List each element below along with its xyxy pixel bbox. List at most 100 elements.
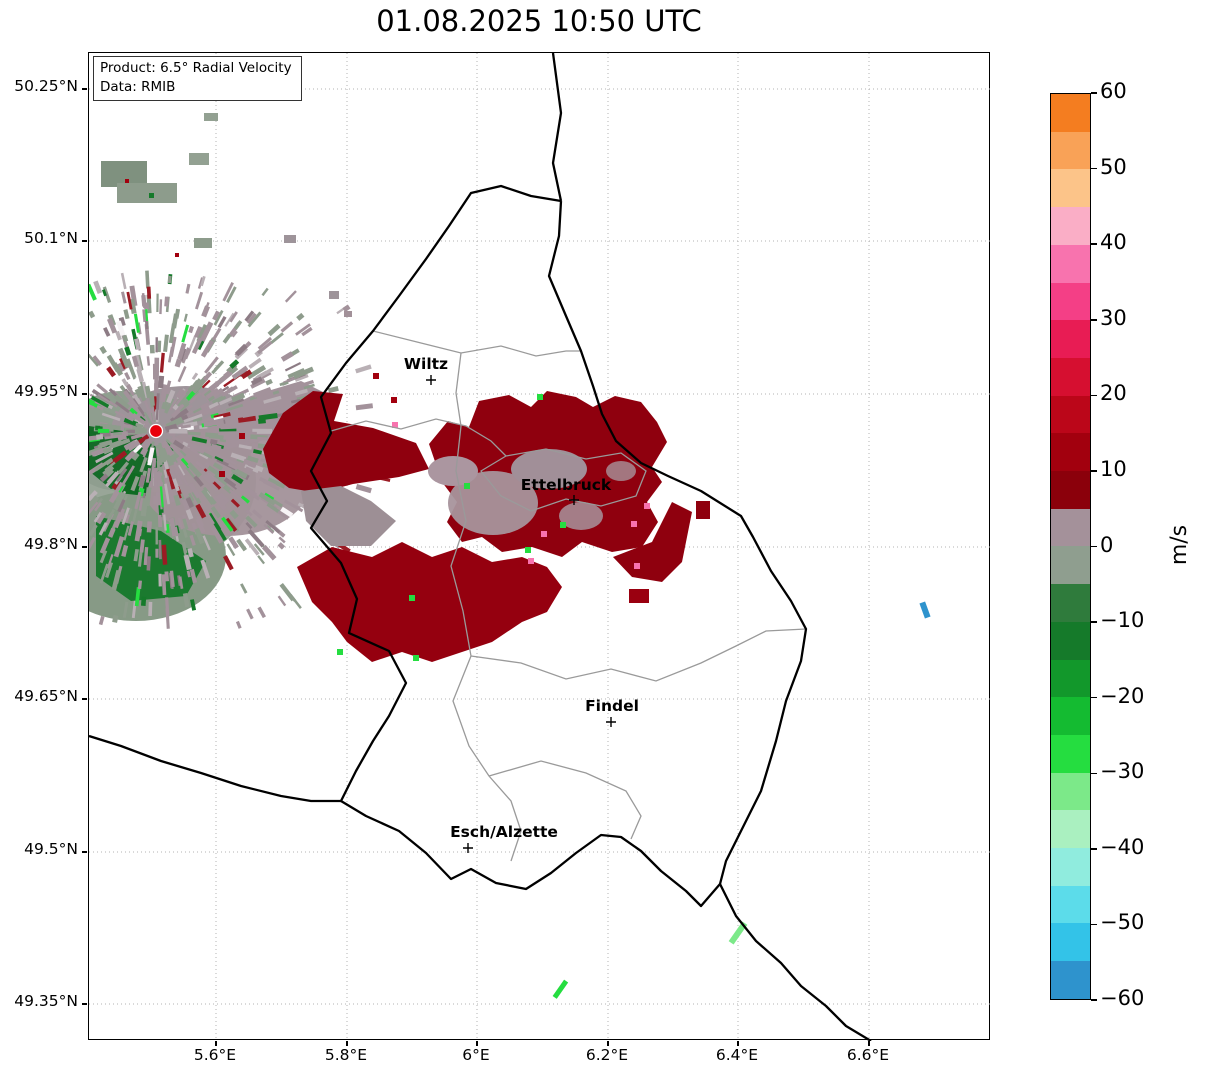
speckle (112, 481, 124, 497)
speckle (222, 333, 232, 344)
colorbar-band (1051, 357, 1090, 396)
colorbar-band (1051, 508, 1090, 547)
speckle (159, 486, 164, 508)
speckle (120, 272, 127, 290)
speckle (113, 535, 125, 558)
speckle (229, 311, 238, 323)
speckle (203, 389, 212, 397)
colorbar-tick (1091, 394, 1097, 397)
speckle (169, 469, 177, 480)
speckle (222, 282, 234, 302)
speckle (121, 291, 127, 304)
district-border (470, 628, 807, 682)
speckle (278, 536, 286, 544)
speckle (122, 601, 129, 619)
speckle (181, 324, 190, 343)
district-border (480, 448, 647, 512)
speckle (257, 436, 269, 441)
speckle (199, 444, 213, 452)
speckle (129, 407, 138, 416)
speckle (116, 320, 126, 337)
speckle (163, 334, 169, 352)
speckle (141, 438, 151, 449)
speckle (180, 496, 191, 511)
speckle (168, 346, 174, 363)
speckle (137, 434, 150, 445)
high-outbound-specks (392, 422, 650, 569)
speckle (146, 356, 151, 366)
figure-title: 01.08.2025 10:50 UTC (376, 4, 702, 38)
speckle (189, 446, 201, 456)
speckle (293, 599, 302, 609)
speckle (213, 522, 227, 542)
speckle (245, 515, 258, 528)
speckle (97, 428, 110, 433)
speckle (158, 447, 167, 463)
speckle (146, 286, 152, 299)
speckle (267, 477, 286, 489)
speckle (355, 483, 372, 494)
colorbar-tick-label: −30 (1100, 759, 1145, 784)
speckle (235, 620, 242, 629)
district-border (488, 760, 642, 840)
speckle (172, 439, 185, 450)
speckle (231, 365, 249, 380)
speckle (92, 355, 102, 366)
speckle (140, 596, 147, 606)
speckle (277, 542, 286, 550)
speckle (153, 495, 159, 505)
speckle (280, 351, 294, 362)
speckle (134, 520, 143, 542)
district-border (372, 330, 581, 357)
speckle (215, 493, 228, 507)
speckle (290, 398, 301, 405)
speckle (169, 517, 177, 537)
speckle (139, 539, 145, 553)
speckle (171, 313, 179, 329)
speckle (102, 446, 113, 455)
speckle (301, 326, 313, 337)
fr-de-border (718, 883, 872, 1041)
speckle (214, 456, 224, 462)
speckle (240, 583, 248, 594)
speckle (143, 399, 151, 415)
velocity-cell (344, 311, 352, 317)
speckle (177, 342, 187, 360)
y-tick-label: 49.35°N (14, 992, 78, 1010)
speckle (124, 346, 132, 356)
speckle (154, 376, 159, 393)
speckle (223, 555, 234, 571)
y-tick-label: 49.5°N (24, 840, 78, 858)
speckle (163, 514, 167, 531)
speckle (250, 378, 266, 389)
speckle (101, 412, 121, 422)
speckle (94, 457, 114, 472)
speckle (169, 428, 188, 434)
speckle (164, 571, 170, 582)
speckle (89, 403, 95, 409)
colorbar-band (1051, 848, 1090, 886)
speckle (131, 412, 146, 425)
speckle (96, 383, 109, 394)
x-tick-label: 5.6°E (193, 1046, 237, 1064)
speckle (132, 428, 147, 434)
velocity-cell (511, 449, 587, 489)
speckle (247, 529, 265, 548)
speckle (327, 386, 339, 394)
speckle (263, 523, 275, 535)
speckle (174, 358, 182, 368)
speckle (89, 536, 96, 550)
speckle (185, 379, 199, 395)
y-tick-label: 50.1°N (24, 229, 78, 247)
speckle (240, 495, 250, 504)
speckle (177, 457, 188, 470)
x-tick (868, 1041, 870, 1046)
colorbar-tick (1091, 470, 1097, 472)
velocity-cell (552, 979, 569, 999)
x-tick-label: 6.4°E (715, 1046, 759, 1064)
speckle (244, 487, 258, 498)
speckle (246, 608, 254, 620)
speckle (183, 347, 192, 360)
speckle (217, 492, 230, 505)
speckle (238, 444, 252, 450)
